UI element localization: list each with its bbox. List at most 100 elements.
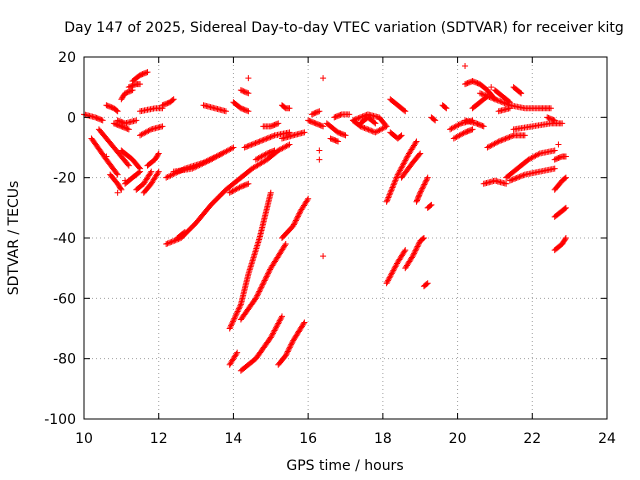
data-point	[259, 137, 266, 144]
data-point	[274, 120, 281, 127]
data-point	[316, 147, 323, 154]
data-point	[412, 247, 419, 254]
data-point	[401, 158, 408, 165]
data-point	[143, 69, 150, 76]
y-tick-label: -20	[53, 171, 76, 187]
data-point	[413, 198, 420, 205]
data-point	[421, 181, 428, 188]
data-point	[159, 123, 166, 130]
data-point	[366, 127, 373, 134]
data-point	[268, 333, 275, 340]
data-point	[245, 180, 252, 187]
data-point	[384, 278, 391, 285]
data-point	[506, 134, 513, 141]
grid	[84, 57, 607, 419]
data-point	[163, 241, 170, 248]
data-point	[229, 319, 236, 326]
data-point	[113, 107, 120, 114]
data-point	[286, 344, 293, 351]
data-point	[294, 213, 301, 220]
data-point	[144, 69, 151, 76]
data-point	[507, 133, 514, 140]
data-point	[478, 90, 485, 97]
data-point	[404, 153, 411, 160]
data-point	[389, 184, 396, 191]
data-point	[231, 315, 238, 322]
data-point	[371, 119, 378, 126]
data-point	[264, 135, 271, 142]
data-point	[320, 253, 327, 260]
data-point	[203, 158, 210, 165]
data-point	[170, 96, 177, 103]
data-point	[515, 174, 522, 181]
y-tick-label: 20	[58, 50, 76, 66]
data-point	[403, 156, 410, 163]
data-point	[418, 187, 425, 194]
data-point	[290, 221, 297, 228]
x-tick-label: 16	[299, 431, 317, 447]
data-point	[397, 133, 404, 140]
data-point	[398, 132, 405, 139]
data-point	[356, 114, 363, 121]
data-point	[462, 63, 469, 70]
data-point	[409, 253, 416, 260]
data-point	[411, 248, 418, 255]
data-point	[164, 240, 171, 247]
data-point	[383, 280, 390, 287]
data-point	[517, 89, 524, 96]
data-point	[202, 159, 209, 166]
data-point	[241, 144, 248, 151]
data-point	[389, 268, 396, 275]
data-point	[423, 177, 430, 184]
data-point	[333, 137, 340, 144]
data-point	[276, 317, 283, 324]
y-tick-label: -80	[53, 352, 76, 368]
data-point	[169, 238, 176, 245]
data-point	[301, 129, 308, 136]
data-point	[460, 130, 467, 137]
data-point	[493, 96, 500, 103]
data-point	[398, 164, 405, 171]
data-point	[419, 185, 426, 192]
data-point	[251, 140, 258, 147]
data-point	[226, 325, 233, 332]
data-point	[490, 95, 497, 102]
data-point	[392, 263, 399, 270]
data-point	[386, 191, 393, 198]
data-point	[386, 274, 393, 281]
data-point	[424, 174, 431, 181]
chart-title: Day 147 of 2025, Sidereal Day-to-day VTE…	[64, 20, 624, 36]
data-point	[256, 138, 263, 145]
data-point	[235, 305, 242, 312]
data-point	[372, 129, 379, 136]
data-point	[419, 184, 426, 191]
data-point	[135, 169, 142, 176]
data-point	[481, 91, 488, 98]
x-tick-label: 24	[598, 431, 616, 447]
data-point	[232, 312, 239, 319]
data-point	[165, 239, 172, 246]
data-point	[535, 151, 542, 158]
data-point	[270, 328, 277, 335]
data-point	[255, 289, 262, 296]
data-point	[275, 320, 282, 327]
data-point	[167, 239, 174, 246]
data-point	[402, 247, 409, 254]
data-point	[494, 97, 501, 104]
data-point	[118, 186, 125, 193]
data-point	[500, 99, 507, 106]
data-point	[358, 114, 365, 121]
data-point	[320, 123, 327, 130]
data-point	[264, 272, 271, 279]
data-point	[125, 126, 132, 133]
y-tick-label: -40	[53, 231, 76, 247]
data-point	[258, 282, 265, 289]
data-point	[388, 187, 395, 194]
data-point	[262, 136, 269, 143]
data-point	[562, 153, 569, 160]
data-point	[388, 271, 395, 278]
data-point	[206, 157, 213, 164]
data-point	[249, 141, 256, 148]
data-point	[263, 274, 270, 281]
data-point	[257, 137, 264, 144]
